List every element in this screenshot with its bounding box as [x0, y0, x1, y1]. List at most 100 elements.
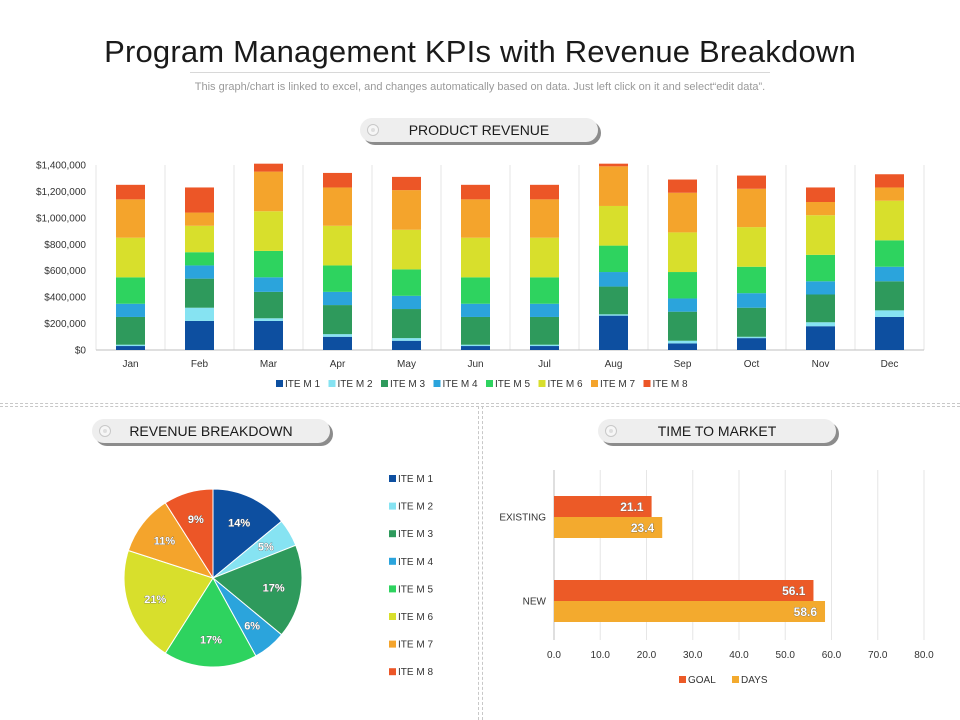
bar-segment: [875, 187, 904, 201]
bar-data-label: 23.4: [631, 521, 655, 535]
bar-segment: [392, 229, 421, 270]
bar-segment: [254, 291, 283, 319]
bar-segment: [668, 192, 697, 233]
bar-segment: [254, 277, 283, 292]
bar-segment: [185, 278, 214, 308]
circle-icon: [367, 124, 379, 136]
bar: [554, 517, 663, 538]
bar-segment: [185, 265, 214, 279]
legend-swatch: [389, 585, 396, 593]
legend-label: ITE M 5: [398, 584, 433, 595]
page-subtitle: This graph/chart is linked to excel, and…: [194, 81, 766, 93]
legend-label: ITE M 6: [398, 612, 433, 623]
bar-segment: [875, 200, 904, 241]
x-tick-label: 60.0: [822, 650, 842, 661]
x-tick-label: Sep: [674, 359, 692, 370]
x-tick-label: Aug: [605, 359, 623, 370]
bar-segment: [461, 237, 490, 278]
pie-slice: [164, 577, 257, 668]
legend-label: ITE M 1: [285, 379, 320, 390]
bar-segment: [668, 179, 697, 193]
x-tick-label: Nov: [812, 359, 830, 370]
bar-segment: [737, 175, 766, 189]
bar-segment: [599, 315, 628, 350]
bar-segment: [116, 344, 145, 347]
bar-segment: [875, 240, 904, 267]
bar-segment: [599, 163, 628, 167]
bar-segment: [806, 215, 835, 255]
bar-segment: [737, 266, 766, 294]
bar-segment: [806, 322, 835, 327]
legend-label: ITE M 5: [495, 379, 530, 390]
bar-segment: [461, 184, 490, 200]
revenue-breakdown-chart: 14% 5% 17% 6% 17% 21% 11% 9% ITE M 1 ITE M 2 ITE M…: [123, 474, 433, 678]
bar-segment: [254, 318, 283, 321]
x-tick-label: 30.0: [683, 650, 703, 661]
circle-icon: [605, 425, 617, 437]
x-tick-label: 70.0: [868, 650, 888, 661]
bar-segment: [461, 277, 490, 304]
time-to-market-header: TIME TO MARKET: [598, 419, 836, 443]
x-tick-label: Oct: [744, 359, 760, 370]
legend-label: ITE M 8: [653, 379, 688, 390]
x-tick-label: 40.0: [729, 650, 749, 661]
x-tick-label: 0.0: [547, 650, 561, 661]
bar-segment: [185, 307, 214, 321]
pie-data-label: 11%: [154, 535, 176, 547]
bar-segment: [668, 232, 697, 273]
legend-label: ITE M 3: [390, 379, 425, 390]
pie-slice: [123, 549, 214, 654]
legend-label: ITE M 8: [398, 667, 433, 678]
pie-data-label: 14%: [228, 517, 250, 529]
section-divider: [0, 406, 960, 407]
bar: [554, 496, 652, 517]
pie-slice: [212, 544, 303, 636]
bar-segment: [599, 272, 628, 287]
product-revenue-label: PRODUCT REVENUE: [408, 122, 550, 138]
legend-swatch: [389, 668, 396, 676]
legend-swatch: [389, 475, 396, 482]
bar-segment: [806, 326, 835, 350]
bar-segment: [185, 225, 214, 253]
pie-data-label: 17%: [263, 583, 285, 595]
bar-segment: [737, 293, 766, 308]
bar-segment: [116, 184, 145, 200]
y-tick-label: $1,400,000: [36, 161, 86, 172]
legend-swatch: [389, 640, 396, 648]
bar-data-label: 58.6: [794, 605, 818, 619]
revenue-breakdown-label: REVENUE BREAKDOWN: [129, 423, 293, 439]
bar-segment: [530, 303, 559, 317]
product-revenue-chart: $0 $200,000 $400,000 $600,000 $800,000 $1,000…: [36, 161, 925, 390]
legend-label: ITE M 3: [398, 529, 433, 540]
pie-data-label: 9%: [188, 514, 204, 526]
y-tick-label: $0: [75, 346, 87, 357]
bar-segment: [668, 340, 697, 344]
bar-segment: [737, 188, 766, 228]
bar-data-label: 56.1: [782, 584, 806, 598]
bar-segment: [323, 265, 352, 292]
bar-segment: [323, 334, 352, 337]
bar: [554, 601, 826, 622]
title-divider: [190, 72, 770, 73]
x-tick-label: Mar: [260, 359, 278, 370]
x-tick-label: Jul: [538, 359, 551, 370]
legend-swatch: [389, 502, 396, 510]
pie-data-label: 21%: [144, 594, 166, 606]
bar-segment: [254, 171, 283, 212]
bar-segment: [323, 172, 352, 188]
bar-segment: [599, 205, 628, 246]
x-tick-label: 20.0: [637, 650, 657, 661]
legend-label: ITE M 6: [548, 379, 583, 390]
bar-segment: [392, 269, 421, 296]
bar-segment: [392, 309, 421, 339]
bar-segment: [461, 199, 490, 238]
legend-label: ITE M 4: [398, 557, 433, 568]
y-tick-label: $1,200,000: [36, 187, 86, 198]
bar-segment: [461, 316, 490, 345]
revenue-breakdown-header: REVENUE BREAKDOWN: [92, 419, 330, 443]
x-tick-label: Jun: [467, 359, 483, 370]
bar-segment: [254, 250, 283, 278]
bar-segment: [668, 272, 697, 299]
y-category-label: NEW: [523, 597, 547, 608]
legend-swatch: [591, 380, 598, 387]
